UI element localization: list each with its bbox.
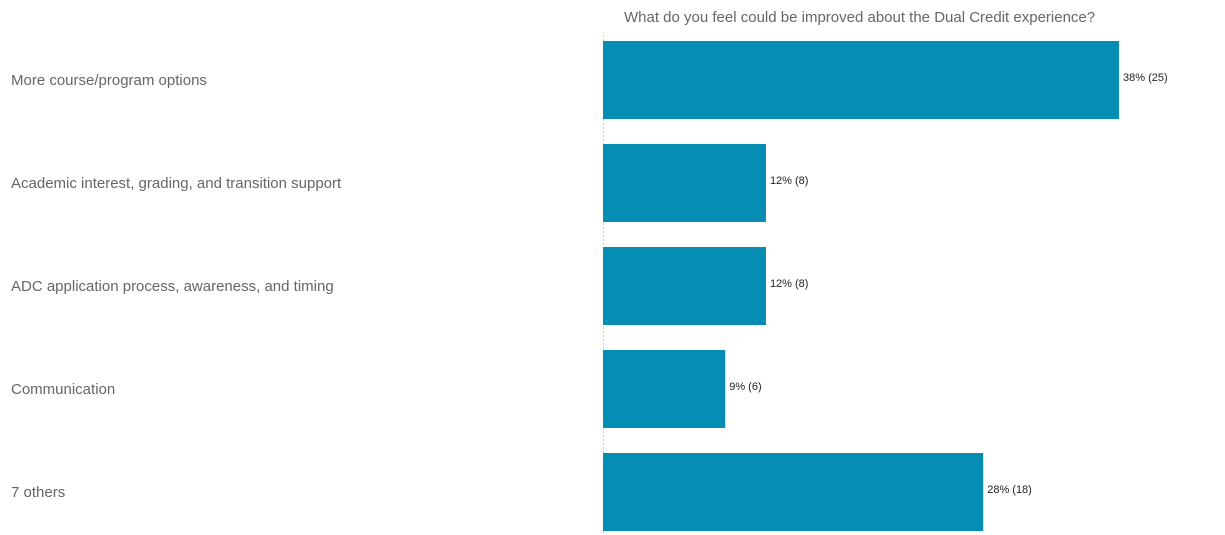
data-label: 12% (8) [770,175,809,187]
category-label: ADC application process, awareness, and … [11,278,334,295]
bar[interactable] [603,247,766,325]
category-label: 7 others [11,484,65,501]
category-label: More course/program options [11,72,207,89]
bar[interactable] [603,41,1119,119]
bars-group: More course/program options 38% (25) Acade… [11,41,1168,531]
data-label: 28% (18) [987,484,1032,496]
bar[interactable] [603,144,766,222]
bar[interactable] [603,350,725,428]
category-label: Communication [11,381,115,398]
data-label: 12% (8) [770,278,809,290]
data-label: 38% (25) [1123,72,1168,84]
data-label: 9% (6) [729,381,761,393]
category-label: Academic interest, grading, and transiti… [11,175,342,192]
bar[interactable] [603,453,983,531]
